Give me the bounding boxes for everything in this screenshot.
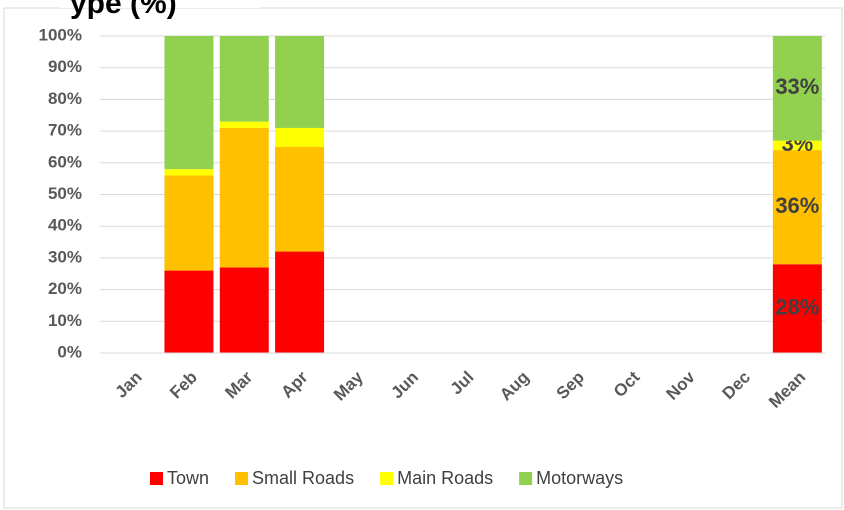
data-label: 33% xyxy=(775,74,819,99)
bar-segment xyxy=(164,270,214,353)
legend-label: Motorways xyxy=(536,468,623,488)
legend-swatch xyxy=(235,472,249,485)
bar-segment xyxy=(219,127,269,268)
x-tick-label: Feb xyxy=(166,368,201,403)
bar-segment xyxy=(275,251,325,353)
bar-segment xyxy=(164,169,214,176)
bar-segment xyxy=(772,36,822,141)
bar-segment xyxy=(164,36,214,170)
bar-segment xyxy=(772,150,822,265)
bar-segment xyxy=(772,140,822,151)
y-tick-label: 70% xyxy=(48,121,82,140)
x-tick-label: Jan xyxy=(112,368,146,402)
x-tick-label: Mean xyxy=(765,368,809,412)
x-tick-label: Oct xyxy=(610,367,644,401)
bar-segment xyxy=(219,121,269,128)
y-tick-label: 90% xyxy=(48,57,82,76)
y-tick-label: 0% xyxy=(57,342,82,361)
legend-label: Small Roads xyxy=(252,468,354,488)
y-tick-label: 80% xyxy=(48,89,82,108)
chart-border xyxy=(3,7,843,509)
x-tick-label: Dec xyxy=(719,368,754,403)
x-tick-label: Aug xyxy=(496,368,533,405)
x-tick-label: Jun xyxy=(387,368,422,403)
x-tick-label: May xyxy=(330,367,367,404)
x-tick-label: Jul xyxy=(447,368,478,399)
y-tick-label: 30% xyxy=(48,247,82,266)
x-tick-label: Mar xyxy=(221,367,256,402)
x-tick-label: Apr xyxy=(277,367,311,401)
legend-label: Town xyxy=(167,468,209,488)
legend-swatch xyxy=(380,472,394,485)
y-tick-label: 10% xyxy=(48,311,82,330)
legend-swatch xyxy=(150,472,163,485)
bar-segment xyxy=(772,264,822,353)
y-tick-label: 40% xyxy=(48,216,82,235)
legend-swatch xyxy=(519,472,533,485)
data-label: 28% xyxy=(775,294,819,319)
chart-title: ype (%) xyxy=(70,0,177,20)
y-tick-label: 100% xyxy=(39,25,82,44)
data-label: 36% xyxy=(775,193,819,218)
bar-segment xyxy=(164,175,214,271)
y-tick-label: 50% xyxy=(48,184,82,203)
bar-segment xyxy=(219,36,269,122)
bar-segment xyxy=(275,36,325,128)
title-backdrop xyxy=(60,0,260,8)
legend-label: Main Roads xyxy=(397,468,493,488)
y-tick-label: 60% xyxy=(48,152,82,171)
x-tick-label: Nov xyxy=(663,367,700,404)
y-tick-label: 20% xyxy=(48,279,82,298)
bar-segment xyxy=(275,146,325,252)
bar-segment xyxy=(275,127,325,147)
bar-segment xyxy=(219,267,269,353)
x-tick-label: Sep xyxy=(553,368,588,403)
